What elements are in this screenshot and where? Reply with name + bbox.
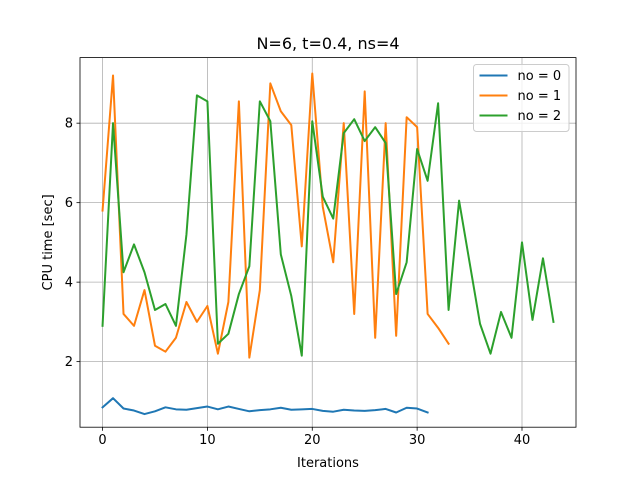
series-layer: [101, 72, 555, 416]
x-tick-label: 20: [304, 433, 321, 448]
series-line-0: [101, 397, 429, 416]
y-tick-label: 4: [65, 276, 73, 291]
grid: [80, 57, 576, 428]
x-tick-label: 0: [98, 433, 106, 448]
x-tick-label: 30: [409, 433, 426, 448]
x-axis-label: Iterations: [297, 456, 359, 471]
y-tick-label: 2: [65, 355, 73, 370]
series-line-2: [101, 94, 555, 357]
chart-title: N=6, t=0.4, ns=4: [256, 34, 399, 53]
legend-label-0: no = 0: [518, 69, 562, 84]
legend-label-1: no = 1: [518, 89, 562, 104]
ticks: 0 10 20 30 40 2 4 6 8: [65, 117, 531, 449]
x-tick-label: 40: [514, 433, 531, 448]
plot-frame: [79, 57, 577, 428]
x-tick-label: 10: [199, 433, 216, 448]
legend-label-2: no = 2: [518, 109, 562, 124]
legend: no = 0 no = 1 no = 2: [473, 64, 570, 132]
y-tick-label: 6: [65, 196, 73, 211]
y-axis-label: CPU time [sec]: [41, 194, 56, 290]
y-tick-label: 8: [65, 117, 73, 132]
